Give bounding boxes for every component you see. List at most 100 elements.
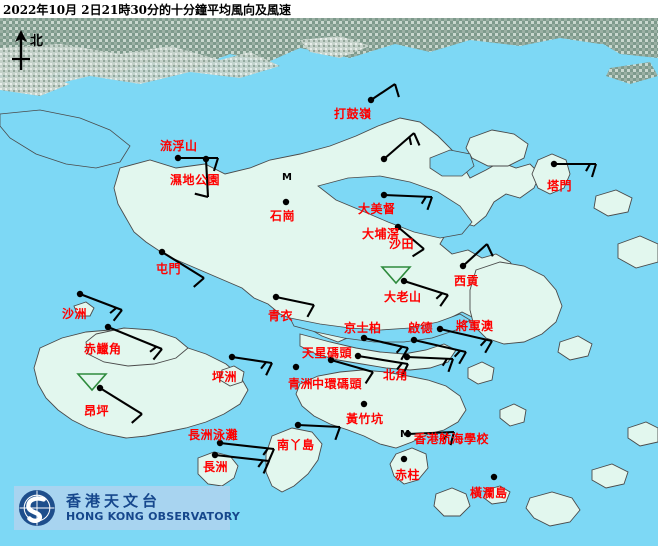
station-dot[interactable] <box>360 400 368 408</box>
station-dot[interactable] <box>272 293 280 301</box>
station-label: 中環碼頭 <box>312 377 363 391</box>
station-dot[interactable] <box>104 323 112 331</box>
barb-full <box>484 340 493 354</box>
barb-shaft <box>161 251 205 279</box>
barb-full <box>364 371 374 384</box>
station-label: 塔門 <box>547 179 573 193</box>
wind-barb <box>459 243 494 270</box>
north-label: 北 <box>30 34 44 49</box>
station-dot[interactable] <box>394 223 402 231</box>
barb-full <box>131 413 143 424</box>
wind-barb-layer <box>76 83 598 481</box>
barb-shaft <box>330 358 374 374</box>
station-dot[interactable] <box>327 356 335 364</box>
station-dot[interactable] <box>216 439 224 447</box>
barb-shaft <box>439 327 493 343</box>
station-dot[interactable] <box>282 198 290 206</box>
station-label: 長洲 <box>203 460 229 474</box>
barb-half <box>257 459 264 468</box>
station-label: 濕地公園 <box>170 173 221 187</box>
station-label: 赤柱 <box>395 468 421 482</box>
north-arrow-icon <box>12 30 30 70</box>
barb-half <box>408 136 413 146</box>
barb-half <box>262 447 269 456</box>
barb-shaft <box>407 430 455 436</box>
station-label: 南丫島 <box>277 438 315 452</box>
barb-full <box>194 192 209 199</box>
barb-shaft <box>107 326 163 350</box>
station-dot[interactable] <box>228 353 236 361</box>
station-label: 屯門 <box>156 262 182 276</box>
station-dot[interactable] <box>400 455 408 463</box>
wind-barb <box>282 198 290 206</box>
barb-shaft <box>79 293 123 311</box>
station-dot[interactable] <box>403 353 411 361</box>
station-label: 沙洲 <box>62 307 88 321</box>
station-dot[interactable] <box>404 430 412 438</box>
hko-emblem-icon <box>18 489 56 527</box>
wind-barb <box>216 439 275 462</box>
wind-barb <box>211 451 270 474</box>
station-dot[interactable] <box>367 96 375 104</box>
barb-full <box>262 460 270 474</box>
station-dot[interactable] <box>211 451 219 459</box>
station-dot[interactable] <box>410 336 418 344</box>
wind-barb <box>174 154 220 172</box>
barb-half <box>109 307 118 314</box>
barb-full <box>447 358 454 373</box>
station-label: 流浮山 <box>160 139 198 153</box>
barb-shaft <box>219 441 275 451</box>
wind-barb <box>367 83 400 104</box>
station-dot[interactable] <box>76 290 84 298</box>
barb-full <box>411 248 425 258</box>
barb-half <box>585 163 591 172</box>
inland-water <box>0 109 475 343</box>
wind-barb <box>403 353 454 373</box>
barb-shaft <box>204 158 210 198</box>
station-dot[interactable] <box>292 363 300 371</box>
station-label: 啟德 <box>408 321 434 335</box>
barb-half <box>443 431 449 441</box>
barb-shaft <box>397 226 425 250</box>
barb-full <box>590 163 598 178</box>
barb-shaft <box>99 387 143 415</box>
station-dot[interactable] <box>400 277 408 285</box>
hongkong-landmass <box>33 117 658 527</box>
barb-shaft <box>214 453 270 463</box>
barb-full <box>458 351 467 365</box>
station-dot[interactable] <box>96 384 104 392</box>
station-dot[interactable] <box>202 155 210 163</box>
station-dot[interactable] <box>550 160 558 168</box>
maintenance-marker: M <box>400 429 410 440</box>
barb-full <box>439 294 449 307</box>
station-dot[interactable] <box>354 352 362 360</box>
station-label: 打鼓嶺 <box>334 107 372 121</box>
barb-full <box>193 277 205 288</box>
station-dot[interactable] <box>158 248 166 256</box>
wind-barb <box>194 155 210 199</box>
station-label: 石崗 <box>270 209 296 223</box>
station-dot[interactable] <box>490 473 498 481</box>
station-label: 青衣 <box>268 309 294 323</box>
station-dot[interactable] <box>459 262 467 270</box>
wind-barb <box>104 323 163 361</box>
station-dot[interactable] <box>380 155 388 163</box>
station-label: 大埔滘 <box>362 227 400 241</box>
wind-barb <box>158 248 205 288</box>
barb-shaft <box>403 279 449 297</box>
logo-chinese-text: 香港天文台 <box>66 492 162 510</box>
station-label: 大老山 <box>384 290 422 304</box>
station-label: 將軍澳 <box>456 319 494 333</box>
station-dot[interactable] <box>174 154 182 162</box>
wind-barb <box>490 473 498 481</box>
station-label: 沙田 <box>389 237 415 251</box>
barb-shaft <box>462 243 488 267</box>
station-dot[interactable] <box>360 334 368 342</box>
barb-half <box>435 292 444 300</box>
barb-shaft <box>357 354 409 366</box>
station-dot[interactable] <box>380 191 388 199</box>
wind-barb <box>294 421 341 441</box>
station-dot[interactable] <box>436 325 444 333</box>
station-dot[interactable] <box>294 421 302 429</box>
map-graphic <box>0 18 658 546</box>
